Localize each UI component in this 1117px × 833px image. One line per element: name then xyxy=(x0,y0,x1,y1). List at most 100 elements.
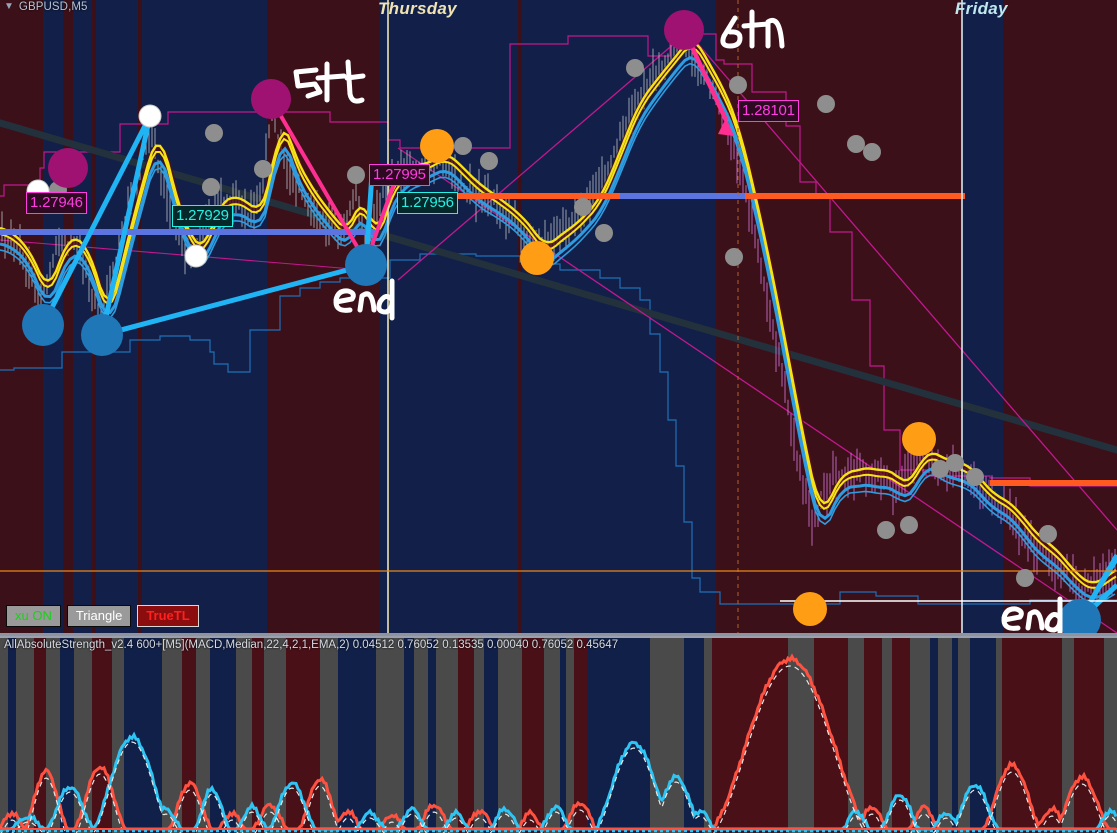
price-chart-canvas xyxy=(0,0,1117,633)
indicator-band xyxy=(1062,638,1074,833)
indicator-band xyxy=(8,638,16,833)
signal-dot-orange xyxy=(793,592,827,626)
session-band xyxy=(518,0,522,633)
indicator-band xyxy=(92,638,112,833)
signal-dot-magenta xyxy=(251,79,291,119)
indicator-band xyxy=(34,638,46,833)
pane-divider[interactable] xyxy=(0,633,1117,636)
indicator-band xyxy=(788,638,814,833)
signal-dot-gray xyxy=(205,124,223,142)
indicator-band xyxy=(404,638,414,833)
signal-dot-blue xyxy=(1059,599,1101,633)
indicator-band xyxy=(236,638,252,833)
indicator-band xyxy=(566,638,574,833)
price-tag-1[interactable]: 1.27946 xyxy=(26,192,87,214)
indicator-canvas xyxy=(0,638,1117,833)
session-band xyxy=(73,0,92,633)
indicator-signal-line-1 xyxy=(0,665,1108,833)
indicator-band xyxy=(498,638,522,833)
indicator-band xyxy=(182,638,196,833)
session-band xyxy=(138,0,142,633)
indicator-band xyxy=(162,638,182,833)
zigzag-pink-arrowhead xyxy=(718,118,734,136)
indicator-band xyxy=(474,638,484,833)
session-band xyxy=(522,0,716,633)
signal-dot-gray xyxy=(254,160,272,178)
session-band xyxy=(380,0,518,633)
signal-dot-gray xyxy=(574,198,592,216)
trendline-gray xyxy=(0,119,1117,454)
signal-dot-gray xyxy=(900,516,918,534)
indicator-band xyxy=(560,638,566,833)
indicator-band xyxy=(522,638,544,833)
indicator-band xyxy=(74,638,92,833)
indicator-band xyxy=(428,638,436,833)
indicator-band xyxy=(848,638,864,833)
signal-dot-gray xyxy=(454,137,472,155)
indicator-band xyxy=(882,638,892,833)
indicator-band xyxy=(484,638,498,833)
signal-dot-blue xyxy=(81,314,123,356)
indicator-band xyxy=(938,638,952,833)
price-chart-pane[interactable]: ▼ GBPUSD,M5 Thursday Friday 1.27946 1.27… xyxy=(0,0,1117,633)
chart-toolbar-buttons[interactable]: xu ON Triangle TrueTL xyxy=(6,605,199,627)
price-tag-4[interactable]: 1.27956 xyxy=(397,192,458,214)
price-tag-5[interactable]: 1.28101 xyxy=(738,100,799,122)
signal-dot-gray xyxy=(946,454,964,472)
indicator-band xyxy=(60,638,74,833)
session-band xyxy=(142,0,267,633)
indicator-band xyxy=(210,638,236,833)
signal-dot-markers xyxy=(22,10,1101,633)
indicator-band xyxy=(650,638,684,833)
signal-dot-gray xyxy=(931,460,949,478)
signal-dot-white xyxy=(138,104,162,128)
session-band xyxy=(962,0,1003,633)
signal-dot-orange xyxy=(902,422,936,456)
indicator-band xyxy=(1074,638,1104,833)
indicator-band xyxy=(16,638,34,833)
indicator-band xyxy=(196,638,210,833)
indicator-band xyxy=(864,638,882,833)
signal-dot-gray xyxy=(1039,525,1057,543)
signal-dot-gray xyxy=(863,143,881,161)
xu-toggle-button[interactable]: xu ON xyxy=(6,605,61,627)
indicator-band xyxy=(320,638,338,833)
signal-dot-blue xyxy=(345,244,387,286)
price-tag-2[interactable]: 1.27929 xyxy=(172,205,233,227)
signal-dot-gray xyxy=(877,521,895,539)
signal-dot-gray xyxy=(347,166,365,184)
indicator-band xyxy=(46,638,60,833)
indicator-band xyxy=(376,638,404,833)
indicator-pane[interactable]: AllAbsoluteStrength_v2.4 600+[M5](MACD,M… xyxy=(0,636,1117,833)
indicator-band xyxy=(910,638,930,833)
price-tag-3[interactable]: 1.27995 xyxy=(369,164,430,186)
indicator-band xyxy=(1002,638,1062,833)
indicator-band xyxy=(252,638,264,833)
session-band xyxy=(716,0,962,633)
indicator-band xyxy=(338,638,376,833)
signal-dot-white xyxy=(184,244,208,268)
signal-dot-gray xyxy=(729,76,747,94)
signal-dot-gray xyxy=(966,468,984,486)
signal-dot-gray xyxy=(817,95,835,113)
signal-dot-gray xyxy=(202,178,220,196)
session-band xyxy=(1003,0,1117,633)
triangle-button[interactable]: Triangle xyxy=(66,605,132,627)
signal-dot-orange xyxy=(420,129,454,163)
indicator-band xyxy=(544,638,560,833)
signal-dot-gray xyxy=(626,59,644,77)
indicator-band xyxy=(684,638,704,833)
indicator-band xyxy=(996,638,1002,833)
signal-dot-gray xyxy=(725,248,743,266)
session-band xyxy=(63,0,73,633)
signal-dot-gray xyxy=(595,224,613,242)
indicator-band xyxy=(264,638,286,833)
indicator-band xyxy=(0,638,8,833)
signal-dot-magenta xyxy=(48,148,88,188)
signal-dot-orange xyxy=(520,241,554,275)
truetl-button[interactable]: TrueTL xyxy=(137,605,199,627)
indicator-band xyxy=(588,638,650,833)
indicator-band xyxy=(892,638,910,833)
indicator-band xyxy=(958,638,970,833)
